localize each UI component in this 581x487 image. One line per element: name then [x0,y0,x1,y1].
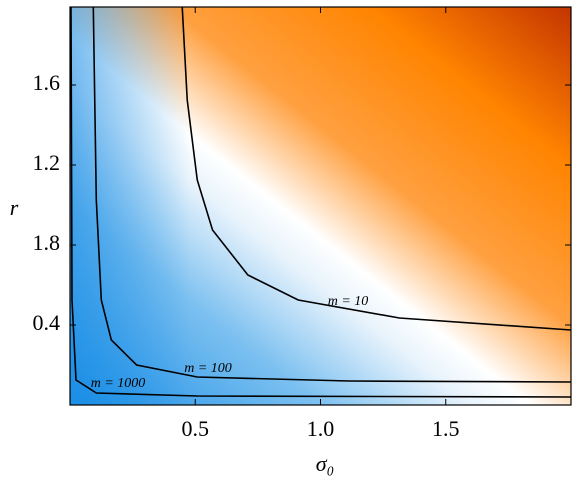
plot [70,6,572,405]
contour-label: m = 100 [184,361,232,376]
x-tick-label: 0.5 [182,416,210,441]
y-tick-label: 1.8 [33,230,61,255]
y-tick-label: 0.4 [33,310,61,335]
color-field-shade [70,7,190,405]
y-axis-label: r [10,195,19,220]
contour-line [92,6,572,383]
y-tick-label: 1.6 [33,70,61,95]
y-tick-label: 1.2 [33,150,61,175]
x-tick-label: 1.5 [432,416,460,441]
contour-line [181,6,572,331]
contour-label: m = 1000 [91,376,146,391]
x-tick-label: 1.0 [307,416,335,441]
x-axis-label: σ₀ [316,451,335,476]
contour-label: m = 10 [328,294,369,309]
contour-line [70,6,572,398]
plot-frame [69,6,572,406]
